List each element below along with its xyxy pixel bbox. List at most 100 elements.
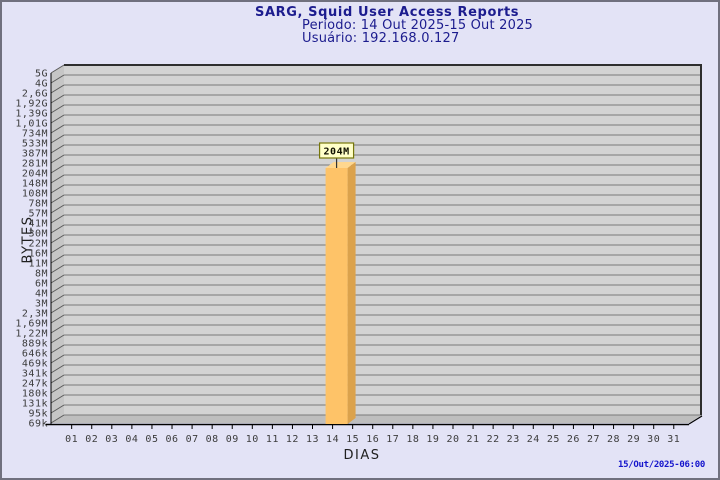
x-tick-label: 21 [467, 434, 480, 445]
wall-diagonal [50, 324, 65, 334]
y-tick-label: 646k [22, 349, 48, 360]
bar-top-face [325, 162, 356, 168]
y-tick-label: 281M [22, 159, 48, 170]
y-tick-label: 469k [22, 359, 48, 370]
wall-diagonal [50, 374, 65, 384]
wall-diagonal [50, 304, 65, 314]
plot-floor [51, 415, 702, 423]
x-tick-label: 23 [507, 434, 520, 445]
wall-diagonal [50, 74, 65, 84]
report-user: Usuário: 192.168.0.127 [302, 31, 460, 46]
wall-diagonal [50, 104, 65, 114]
x-tick-label: 13 [306, 434, 319, 445]
y-tick-label: 180k [22, 389, 48, 400]
y-tick-label: 2,3M [22, 309, 48, 320]
y-tick-label: 148M [22, 179, 48, 190]
wall-diagonal [50, 174, 65, 184]
report-title: SARG, Squid User Access Reports [255, 5, 520, 20]
wall-diagonal [50, 154, 65, 164]
wall-diagonal [50, 204, 65, 214]
wall-diagonal [50, 224, 65, 234]
y-tick-label: 1,39G [15, 109, 48, 120]
x-tick-label: 05 [145, 434, 158, 445]
x-tick-label: 22 [487, 434, 500, 445]
wall-diagonal [50, 64, 65, 74]
x-axis-title: DIAS [343, 448, 381, 463]
x-tick-label: 03 [105, 434, 118, 445]
wall-diagonal [50, 184, 65, 194]
x-tick-label: 26 [567, 434, 580, 445]
wall-diagonal [50, 414, 65, 424]
y-tick-label: 734M [22, 129, 48, 140]
wall-diagonal [50, 394, 65, 404]
wall-diagonal [50, 214, 65, 224]
y-tick-label: 78M [28, 199, 48, 210]
y-tick-label: 889k [22, 339, 48, 350]
y-tick-label: 16M [28, 249, 48, 260]
wall-diagonal [50, 144, 65, 154]
bar-value-label: 204M [324, 147, 350, 158]
x-tick-label: 11 [266, 434, 279, 445]
y-tick-label: 108M [22, 189, 48, 200]
wall-diagonal [50, 244, 65, 254]
y-tick-label: 1,22M [15, 329, 48, 340]
wall-diagonal [50, 234, 65, 244]
y-tick-label: 95k [28, 409, 48, 420]
x-tick-label: 29 [627, 434, 640, 445]
wall-diagonal [50, 354, 65, 364]
x-tick-label: 30 [647, 434, 660, 445]
y-tick-label: 4G [35, 79, 48, 90]
x-tick-label: 01 [65, 434, 78, 445]
x-tick-label: 04 [125, 434, 138, 445]
y-tick-label: 387M [22, 149, 48, 160]
x-tick-label: 07 [186, 434, 199, 445]
y-tick-label: 69k [28, 419, 48, 430]
y-tick-label: 533M [22, 139, 48, 150]
x-tick-label: 10 [246, 434, 259, 445]
wall-diagonal [50, 284, 65, 294]
y-tick-label: 1,92G [15, 99, 48, 110]
y-tick-label: 5G [35, 69, 48, 80]
x-tick-label: 31 [667, 434, 680, 445]
y-tick-label: 8M [35, 269, 48, 280]
x-tick-label: 15 [346, 434, 359, 445]
x-tick-label: 12 [286, 434, 299, 445]
wall-diagonal [50, 84, 65, 94]
wall-diagonal [50, 344, 65, 354]
y-tick-label: 11M [28, 259, 48, 270]
x-tick-label: 08 [206, 434, 219, 445]
y-tick-label: 57M [28, 209, 48, 220]
x-tick-label: 14 [326, 434, 339, 445]
x-tick-label: 17 [386, 434, 399, 445]
wall-diagonal [50, 94, 65, 104]
y-tick-label: 247k [22, 379, 48, 390]
y-axis-title: BYTES [20, 215, 36, 264]
x-tick-label: 02 [85, 434, 98, 445]
y-tick-label: 4M [35, 289, 48, 300]
wall-diagonal [50, 294, 65, 304]
wall-diagonal [50, 314, 65, 324]
generated-timestamp: 15/Out/2025-06:00 [617, 460, 705, 470]
x-axis-corner [688, 415, 703, 425]
x-tick-label: 06 [165, 434, 178, 445]
y-tick-label: 131k [22, 399, 48, 410]
x-tick-label: 24 [527, 434, 540, 445]
plot-area [64, 65, 702, 415]
x-tick-label: 20 [446, 434, 459, 445]
x-tick-label: 16 [366, 434, 379, 445]
wall-diagonal [50, 194, 65, 204]
wall-diagonal [50, 364, 65, 374]
bar-value-callout [318, 142, 355, 159]
y-tick-label: 204M [22, 169, 48, 180]
wall-diagonal [50, 334, 65, 344]
y-tick-label: 6M [35, 279, 48, 290]
y-tick-label: 30M [28, 229, 48, 240]
x-tick-label: 25 [547, 434, 560, 445]
wall-diagonal [50, 274, 65, 284]
x-tick-label: 19 [426, 434, 439, 445]
wall-diagonal [50, 254, 65, 264]
y-tick-label: 1,69M [15, 319, 48, 330]
x-tick-label: 27 [587, 434, 600, 445]
